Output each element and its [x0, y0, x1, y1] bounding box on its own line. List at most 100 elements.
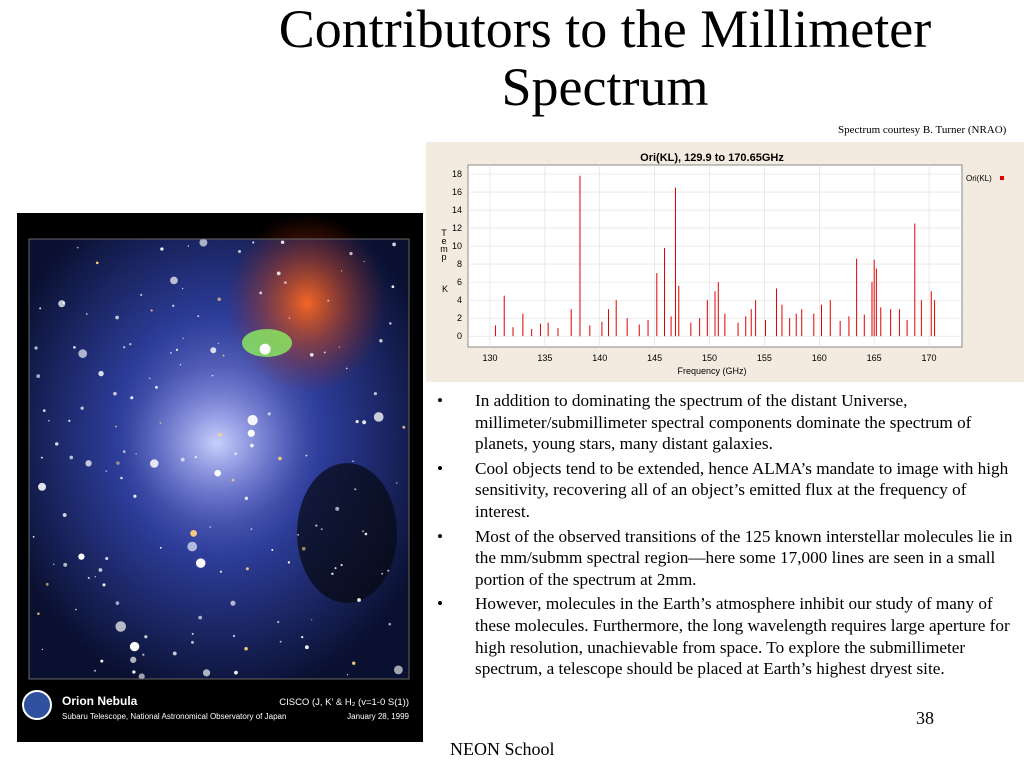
- star: [36, 374, 41, 378]
- x-tick-label: 150: [702, 353, 717, 363]
- star: [150, 309, 153, 312]
- star: [179, 364, 182, 366]
- star: [78, 553, 85, 560]
- star: [245, 567, 249, 571]
- star: [361, 530, 365, 533]
- star: [169, 351, 172, 354]
- y-axis-unit: K: [442, 284, 448, 294]
- star: [279, 640, 282, 643]
- star: [284, 281, 287, 284]
- star: [191, 632, 194, 635]
- star: [304, 645, 309, 650]
- star: [198, 615, 203, 620]
- star: [116, 461, 120, 465]
- star: [171, 304, 175, 308]
- y-tick-label: 16: [452, 187, 462, 197]
- star: [278, 456, 282, 461]
- star: [247, 429, 255, 437]
- y-tick-label: 12: [452, 223, 462, 233]
- star: [115, 601, 120, 605]
- star: [149, 377, 151, 379]
- star: [247, 414, 258, 426]
- star: [140, 293, 143, 296]
- star: [277, 620, 280, 624]
- star: [271, 548, 274, 551]
- image-source: Subaru Telescope, National Astronomical …: [62, 712, 286, 721]
- star: [40, 456, 43, 459]
- star: [53, 563, 55, 565]
- star: [48, 420, 50, 422]
- star: [41, 648, 44, 650]
- page-number: 38: [916, 708, 934, 728]
- star: [197, 315, 200, 318]
- star: [391, 285, 395, 289]
- x-tick-label: 140: [592, 353, 607, 363]
- star: [218, 432, 222, 437]
- star: [388, 622, 392, 626]
- star: [357, 598, 361, 602]
- star: [45, 582, 49, 586]
- star: [150, 459, 159, 468]
- bullet-item: • Cool objects tend to be extended, hence…: [437, 458, 1017, 523]
- star: [199, 238, 208, 247]
- star: [349, 252, 353, 256]
- star: [276, 271, 281, 276]
- y-tick-label: 2: [457, 313, 462, 323]
- star: [335, 506, 340, 511]
- star: [234, 670, 238, 675]
- star: [222, 354, 225, 357]
- star: [105, 556, 109, 561]
- star: [105, 470, 108, 472]
- x-tick-label: 145: [647, 353, 662, 363]
- bullet-symbol: •: [437, 458, 444, 478]
- y-tick-label: 8: [457, 259, 462, 269]
- y-tick-label: 0: [457, 331, 462, 341]
- chart-title: Ori(KL), 129.9 to 170.65GHz: [640, 152, 784, 164]
- bullet-symbol: •: [437, 526, 444, 546]
- star: [252, 241, 255, 244]
- star: [32, 536, 35, 538]
- star: [387, 569, 390, 572]
- bullet-symbol: •: [437, 594, 444, 614]
- star: [219, 570, 222, 573]
- star: [381, 572, 384, 575]
- star: [130, 396, 134, 400]
- star: [345, 367, 348, 370]
- star: [115, 425, 117, 428]
- star: [142, 653, 145, 656]
- star: [244, 496, 249, 501]
- star: [194, 456, 197, 459]
- star: [38, 482, 47, 491]
- footer: NEON School: [450, 739, 555, 759]
- star: [195, 558, 206, 568]
- legend-label: Ori(KL): [966, 174, 992, 183]
- star: [98, 568, 103, 572]
- star: [389, 322, 392, 325]
- star: [238, 250, 242, 254]
- legend-swatch: [1000, 176, 1004, 180]
- slide-title: Contributors to the Millimeter Spectrum: [278, 0, 932, 117]
- image-name: Orion Nebula: [62, 694, 138, 708]
- star: [95, 261, 99, 265]
- nebula-image: Orion Nebula Subaru Telescope, National …: [17, 213, 423, 742]
- star: [122, 450, 126, 453]
- star: [120, 476, 123, 480]
- star: [132, 670, 136, 674]
- star: [373, 412, 384, 422]
- star: [58, 300, 66, 308]
- star: [115, 621, 127, 632]
- star: [364, 532, 368, 536]
- bullet-symbol: •: [437, 391, 444, 410]
- x-tick-label: 170: [922, 353, 937, 363]
- star: [190, 529, 198, 537]
- x-tick-label: 165: [867, 353, 882, 363]
- star: [331, 572, 334, 576]
- star: [172, 651, 177, 656]
- y-tick-label: 6: [457, 277, 462, 287]
- star: [402, 425, 406, 429]
- star: [87, 576, 90, 580]
- star: [190, 640, 194, 644]
- x-axis-label: Frequency (GHz): [677, 366, 746, 376]
- bullet-text: Most of the observed transitions of the …: [475, 526, 1013, 589]
- star: [159, 422, 162, 424]
